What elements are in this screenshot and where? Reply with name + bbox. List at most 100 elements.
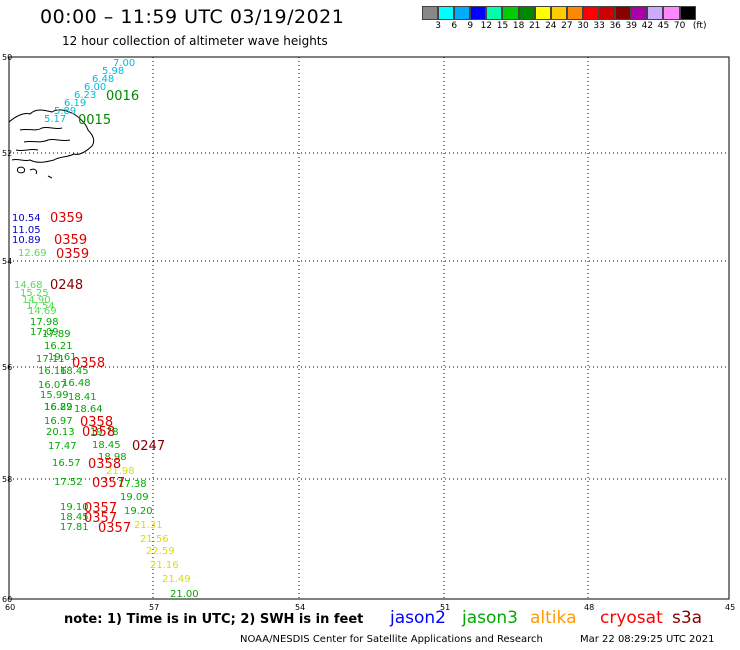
colorbar xyxy=(422,6,696,20)
colorbar-tick-label: 30 xyxy=(577,21,589,31)
longitude-label: 57 xyxy=(149,603,159,612)
swh-value: 19.20 xyxy=(124,506,153,517)
time-labels: 0016001503590359035902480358035803580247… xyxy=(50,89,165,536)
time-label: 0357 xyxy=(84,501,117,516)
swh-value: 14.90 xyxy=(22,295,51,306)
colorbar-tick-label: 12 xyxy=(480,21,493,31)
swh-labels: 7.005.986.486.006.236.195.895.17 10.5411.… xyxy=(12,58,199,600)
swh-value: 19.10 xyxy=(60,502,89,513)
time-label: 0016 xyxy=(106,89,139,104)
colorbar-swatch xyxy=(582,6,600,20)
swh-value: 17.52 xyxy=(54,477,83,488)
swh-value: 11.05 xyxy=(12,225,41,236)
swh-value: 18.41 xyxy=(68,392,97,403)
time-label: 0358 xyxy=(80,415,113,430)
colorbar-tick-label: 33 xyxy=(593,21,605,31)
colorbar-swatch xyxy=(550,6,567,20)
coastline-inlet-2 xyxy=(23,138,71,143)
colorbar-tick-label: 42 xyxy=(641,21,654,31)
coastline-island-1 xyxy=(17,166,25,174)
colorbar-swatch xyxy=(631,6,648,20)
swh-value: 17.54 xyxy=(26,301,55,312)
colorbar-labels: 3 6 9 12 15 18 21 24 27 30 33 36 39 42 45 70 (ft) xyxy=(422,21,740,33)
swh-value: 6.23 xyxy=(74,90,96,101)
longitude-label: 48 xyxy=(584,603,594,612)
colorbar-tick-label: 21 xyxy=(528,21,541,31)
swh-value: 21.49 xyxy=(162,574,191,585)
swh-value: 5.89 xyxy=(54,106,76,117)
swh-value: 21.98 xyxy=(106,466,135,477)
longitude-label: 45 xyxy=(725,603,735,612)
swh-value: 16.16 xyxy=(38,366,67,377)
swh-value: 17.98 xyxy=(30,317,59,328)
time-label: 0359 xyxy=(54,233,87,248)
swh-value: 16.57 xyxy=(52,458,81,469)
colorbar-tick-label: 9 xyxy=(467,21,474,31)
time-label: 0358 xyxy=(82,425,115,440)
latitude-label: 58 xyxy=(2,475,12,484)
legend-item-cryosat: cryosat xyxy=(600,608,663,628)
footnote: note: 1) Time is in UTC; 2) SWH is in fe… xyxy=(64,612,364,627)
legend-item-s3a: s3a xyxy=(672,608,703,628)
colorbar-tick-label: 6 xyxy=(451,21,458,31)
map-subtitle: 12 hour collection of altimeter wave hei… xyxy=(62,34,328,48)
map-frame xyxy=(8,56,730,600)
credit-line: NOAA/NESDIS Center for Satellite Applica… xyxy=(240,634,543,645)
swh-value: 10.54 xyxy=(12,213,41,224)
longitude-label: 54 xyxy=(295,603,305,612)
time-label: 0358 xyxy=(72,356,105,371)
swh-value: 16.48 xyxy=(62,378,91,389)
generated-timestamp: Mar 22 08:29:25 UTC 2021 xyxy=(580,634,715,645)
swh-value: 16.82 xyxy=(44,402,73,413)
swh-value: 16.97 xyxy=(44,416,73,427)
time-label: 0248 xyxy=(50,278,83,293)
swh-value: 14.69 xyxy=(28,306,57,317)
swh-value: 17.47 xyxy=(48,441,77,452)
swh-value: 21.00 xyxy=(170,589,199,600)
swh-value: 18.98 xyxy=(98,452,127,463)
time-label: 0247 xyxy=(132,439,165,454)
swh-value: 21.31 xyxy=(134,520,163,531)
colorbar-tick-label: 3 xyxy=(435,21,441,31)
latitude-label: 54 xyxy=(2,257,12,266)
grid-lines xyxy=(9,57,729,599)
swh-value: 10.89 xyxy=(12,235,41,246)
legend-item-jason2: jason2 xyxy=(390,608,446,628)
swh-value: 17.09 xyxy=(30,327,59,338)
time-label: 0359 xyxy=(56,247,89,262)
latitude-label: 52 xyxy=(2,149,12,158)
colorbar-tick-label: 15 xyxy=(496,21,509,31)
time-label: 0357 xyxy=(92,476,125,491)
swh-value: 7.00 xyxy=(113,58,135,69)
colorbar-tick-label: (ft) xyxy=(692,21,707,31)
swh-value: 6.19 xyxy=(64,98,86,109)
coastline-island-3 xyxy=(47,175,53,179)
swh-value: 18.45 xyxy=(60,366,89,377)
colorbar-tick-label: 70 xyxy=(673,21,686,31)
colorbar-swatch xyxy=(422,6,439,20)
colorbar-swatch xyxy=(518,6,535,20)
swh-value: 21.16 xyxy=(150,560,179,571)
swh-value: 14.68 xyxy=(14,280,43,291)
swh-value: 5.17 xyxy=(44,114,66,125)
latitude-label: 60 xyxy=(2,595,12,604)
colorbar-swatch xyxy=(663,6,680,20)
swh-value: 17.89 xyxy=(42,329,71,340)
colorbar-swatch xyxy=(615,6,632,20)
swh-value: 17.81 xyxy=(60,522,89,533)
swh-value: 15.25 xyxy=(20,288,49,299)
colorbar-swatch xyxy=(438,6,455,20)
longitude-label: 51 xyxy=(440,603,450,612)
swh-value: 17.38 xyxy=(118,479,147,490)
colorbar-tick-label: 36 xyxy=(609,21,621,31)
swh-value: 16.29 xyxy=(44,402,73,413)
latitude-label: 50 xyxy=(2,53,12,62)
colorbar-tick-label: 45 xyxy=(657,21,670,31)
coastline-inlet-3 xyxy=(15,148,39,152)
colorbar-tick-label: 24 xyxy=(545,21,557,31)
colorbar-swatch xyxy=(486,6,503,20)
legend-item-jason3: jason3 xyxy=(462,608,518,628)
coastline xyxy=(8,109,95,179)
